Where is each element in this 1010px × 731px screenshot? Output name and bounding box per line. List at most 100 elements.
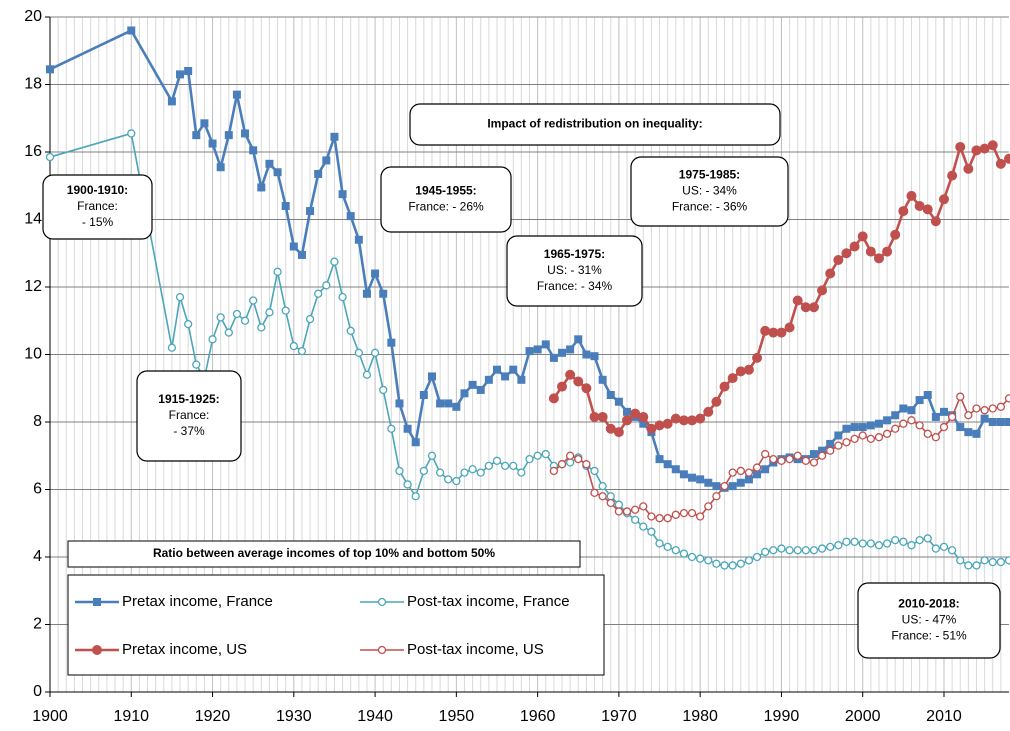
- series-marker: [525, 454, 534, 464]
- series-marker: [826, 439, 835, 448]
- annotation-title: 1900-1910:: [67, 183, 128, 197]
- series-marker: [647, 512, 656, 521]
- series-marker: [956, 423, 965, 432]
- series-marker: [899, 404, 908, 413]
- series-marker: [452, 402, 461, 411]
- series-marker: [581, 383, 592, 394]
- series-marker: [655, 514, 664, 523]
- chart-title: Ratio between average incomes of top 10%…: [153, 546, 495, 560]
- series-marker: [476, 468, 485, 477]
- series-marker: [517, 375, 526, 384]
- series-marker: [842, 537, 851, 546]
- series-marker: [403, 424, 412, 433]
- series-marker: [890, 229, 901, 240]
- series-marker: [777, 456, 786, 465]
- series-marker: [679, 549, 689, 558]
- series-marker: [492, 365, 501, 374]
- series-marker: [476, 385, 485, 394]
- series-marker: [808, 302, 819, 313]
- series-marker: [379, 289, 388, 298]
- series-marker: [362, 289, 371, 298]
- legend-marker: [377, 597, 387, 607]
- series-marker: [939, 542, 949, 552]
- series-marker: [306, 207, 315, 216]
- series-marker: [623, 407, 632, 416]
- x-tick-label: 1960: [520, 708, 556, 725]
- series-marker: [46, 65, 54, 74]
- annotation-box: [409, 103, 781, 146]
- series-marker: [533, 451, 542, 460]
- y-tick-label: 8: [33, 413, 42, 430]
- y-tick-label: 18: [24, 76, 42, 93]
- series-marker: [565, 458, 575, 467]
- series-marker: [923, 429, 932, 438]
- series-marker: [793, 451, 802, 460]
- series-marker: [761, 449, 770, 459]
- series-marker: [598, 375, 607, 384]
- series-marker: [362, 370, 372, 379]
- series-marker: [743, 364, 754, 375]
- series-marker: [866, 434, 875, 444]
- series-marker: [565, 369, 576, 380]
- series-marker: [346, 212, 355, 221]
- series-marker: [850, 434, 859, 444]
- series-marker: [696, 512, 705, 521]
- series-marker: [939, 407, 948, 416]
- series-marker: [224, 328, 233, 337]
- series-marker: [947, 412, 957, 422]
- series-marker: [419, 466, 428, 476]
- series-marker: [484, 461, 494, 471]
- series-marker: [752, 552, 762, 562]
- series-marker: [208, 139, 217, 148]
- series-marker: [224, 131, 233, 140]
- series-marker: [971, 145, 982, 156]
- series-marker: [841, 248, 852, 259]
- series-marker: [704, 478, 713, 487]
- series-marker: [387, 424, 396, 433]
- series-marker: [931, 433, 941, 442]
- annotation-line: US: - 34%: [682, 184, 737, 198]
- series-marker: [899, 419, 908, 428]
- series-marker: [249, 146, 258, 155]
- series-marker: [858, 423, 867, 432]
- series-marker: [590, 352, 599, 361]
- annotation-line: US: - 47%: [902, 613, 957, 627]
- series-marker: [849, 241, 860, 252]
- series-marker: [557, 381, 568, 392]
- series-marker: [728, 468, 737, 477]
- legend-marker: [92, 645, 102, 655]
- series-marker: [606, 391, 615, 399]
- series-marker: [647, 527, 656, 536]
- series-marker: [305, 314, 315, 324]
- series-marker: [622, 507, 632, 516]
- series-marker: [833, 255, 844, 265]
- series-marker: [127, 129, 136, 138]
- series-marker: [257, 323, 266, 332]
- series-marker: [963, 163, 974, 174]
- series-marker: [622, 415, 633, 426]
- annotation-box: [506, 235, 643, 307]
- series-marker: [289, 242, 298, 251]
- series-marker: [314, 289, 323, 298]
- y-tick-label: 16: [24, 143, 42, 160]
- annotation: 1965-1975: US: - 31% France: - 34%: [506, 235, 643, 307]
- series-marker: [964, 428, 973, 437]
- series-marker: [184, 67, 193, 75]
- series-marker: [565, 451, 575, 460]
- series-marker: [314, 169, 323, 178]
- annotation-line: France: - 26%: [408, 200, 484, 214]
- series-marker: [460, 468, 469, 477]
- annotation-line: France:: [169, 408, 210, 422]
- series-marker: [662, 418, 673, 429]
- series-marker: [720, 481, 729, 491]
- series-marker: [671, 546, 680, 555]
- series-marker: [468, 380, 477, 389]
- series-marker: [419, 391, 428, 399]
- series-marker: [548, 393, 559, 404]
- series-marker: [679, 508, 689, 518]
- series-marker: [265, 159, 274, 168]
- series-marker: [663, 514, 672, 523]
- series-marker: [687, 552, 697, 562]
- x-tick-label: 1950: [439, 708, 475, 725]
